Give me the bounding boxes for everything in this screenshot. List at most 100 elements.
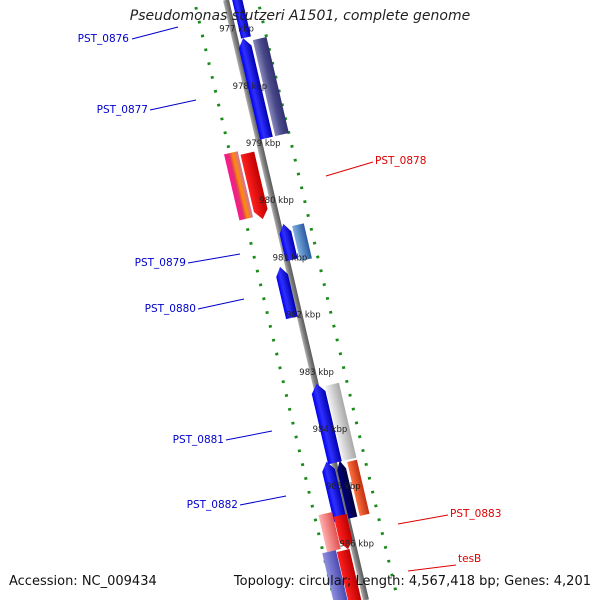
tick-dot xyxy=(194,6,198,10)
tick-dot xyxy=(390,573,394,577)
gene-glyph xyxy=(318,511,341,553)
tick-dot xyxy=(258,283,263,287)
tick-dot xyxy=(312,241,317,245)
tick-dot xyxy=(278,366,282,370)
tick-dot xyxy=(300,463,305,467)
tick-dot xyxy=(306,213,310,218)
gene-glyph xyxy=(252,36,289,137)
tick-dot xyxy=(319,269,323,273)
tick-dot xyxy=(291,421,295,425)
label-leaders xyxy=(131,26,457,572)
tick-dot xyxy=(377,518,381,522)
tick-dot xyxy=(299,186,304,190)
tick-dot xyxy=(335,338,339,342)
tick-dot xyxy=(309,227,314,231)
gene-features xyxy=(224,0,370,600)
tick-dot xyxy=(220,117,224,121)
gene-label[interactable]: tesB xyxy=(458,553,481,565)
scale-tick-label: 983 kbp xyxy=(299,368,334,378)
tick-dot xyxy=(275,352,279,356)
gene-label[interactable]: PST_0877 xyxy=(97,104,148,116)
gene-label[interactable]: PST_0878 xyxy=(375,155,426,167)
tick-dot xyxy=(262,297,266,301)
tick-dot xyxy=(287,407,292,411)
scale-tick-label: 985 kbp xyxy=(326,482,361,492)
tick-dot xyxy=(338,352,343,356)
tick-dot xyxy=(252,255,256,259)
scale-tick-label: 981 kbp xyxy=(273,253,308,263)
gene-glyph xyxy=(333,513,353,550)
tick-dot xyxy=(304,476,308,481)
tick-dot xyxy=(341,365,346,370)
label-leader-line xyxy=(149,99,197,111)
tick-dot xyxy=(303,200,307,204)
tick-dot xyxy=(197,20,202,24)
gene-glyph xyxy=(311,383,342,465)
gene-glyph xyxy=(238,38,273,140)
tick-dot xyxy=(370,490,375,494)
scale-tick-label: 984 kbp xyxy=(313,425,348,435)
tick-dot xyxy=(351,407,356,411)
gene-label[interactable]: PST_0882 xyxy=(187,499,238,511)
tick-dot xyxy=(393,587,397,591)
tick-dot xyxy=(328,310,333,314)
tick-dot xyxy=(297,449,302,453)
topology-text: Topology: circular; Length: 4,567,418 bp… xyxy=(233,574,591,589)
tick-dot xyxy=(286,130,291,135)
tick-dot xyxy=(387,559,391,563)
gene-glyph xyxy=(229,0,251,39)
tick-dot xyxy=(270,61,275,65)
gene-label[interactable]: PST_0883 xyxy=(450,508,501,520)
gene-label[interactable]: PST_0876 xyxy=(78,33,130,45)
scale-tick-label: 978 kbp xyxy=(233,82,268,92)
tick-dot xyxy=(325,296,330,301)
gene-glyph xyxy=(337,460,358,519)
gene-glyph xyxy=(322,461,347,523)
gene-glyph xyxy=(279,223,298,262)
label-leader-line xyxy=(397,514,449,525)
map-title: Pseudomonas stutzeri A1501, complete gen… xyxy=(129,8,471,24)
tick-dot xyxy=(264,34,268,38)
tick-dot xyxy=(200,34,205,38)
tick-dot xyxy=(345,379,349,384)
label-leader-line xyxy=(407,564,457,572)
tick-dot xyxy=(280,103,285,107)
tick-dot xyxy=(226,144,231,149)
label-leader-line xyxy=(131,26,179,40)
tick-dot xyxy=(261,20,265,24)
tick-dot xyxy=(271,338,276,342)
tick-dot xyxy=(249,241,253,246)
tick-dot xyxy=(367,476,372,480)
scale-tick-label: 979 kbp xyxy=(246,139,281,149)
scale-tick-label: 986 kbp xyxy=(339,539,374,549)
tick-dot xyxy=(210,75,214,80)
tick-dot xyxy=(364,462,368,466)
tick-dot xyxy=(348,393,352,397)
label-leader-line xyxy=(197,298,245,310)
tick-dot xyxy=(207,62,211,66)
tick-dot xyxy=(255,269,260,273)
scale-tick-label: 980 kbp xyxy=(259,196,294,206)
accession-text: Accession: NC_009434 xyxy=(9,574,157,589)
tick-dot xyxy=(293,158,297,162)
gene-label[interactable]: PST_0881 xyxy=(173,434,224,446)
tick-dot xyxy=(223,131,227,135)
tick-dot xyxy=(307,490,311,494)
gene-label[interactable]: PST_0879 xyxy=(135,257,186,269)
tick-dot xyxy=(322,283,327,287)
tick-dot xyxy=(357,435,362,439)
tick-dot xyxy=(268,324,273,328)
gene-glyph xyxy=(325,382,357,461)
tick-dot xyxy=(296,172,301,176)
gene-label[interactable]: PST_0880 xyxy=(145,303,196,315)
label-leader-line xyxy=(325,161,374,177)
gene-glyph xyxy=(322,550,351,600)
tick-dot xyxy=(216,103,221,107)
tick-dot xyxy=(316,532,321,536)
tick-dot xyxy=(354,421,359,425)
tick-dot xyxy=(320,546,324,550)
tick-dot xyxy=(267,47,272,52)
gene-glyph xyxy=(336,549,362,600)
label-leader-line xyxy=(225,430,273,441)
